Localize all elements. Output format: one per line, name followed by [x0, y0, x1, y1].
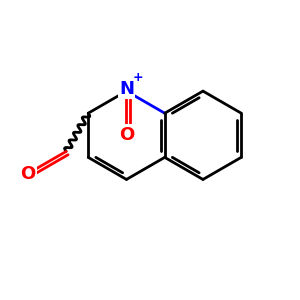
Text: N: N — [119, 80, 134, 98]
Text: +: + — [132, 71, 143, 84]
Text: O: O — [119, 126, 134, 144]
Text: O: O — [20, 164, 35, 182]
